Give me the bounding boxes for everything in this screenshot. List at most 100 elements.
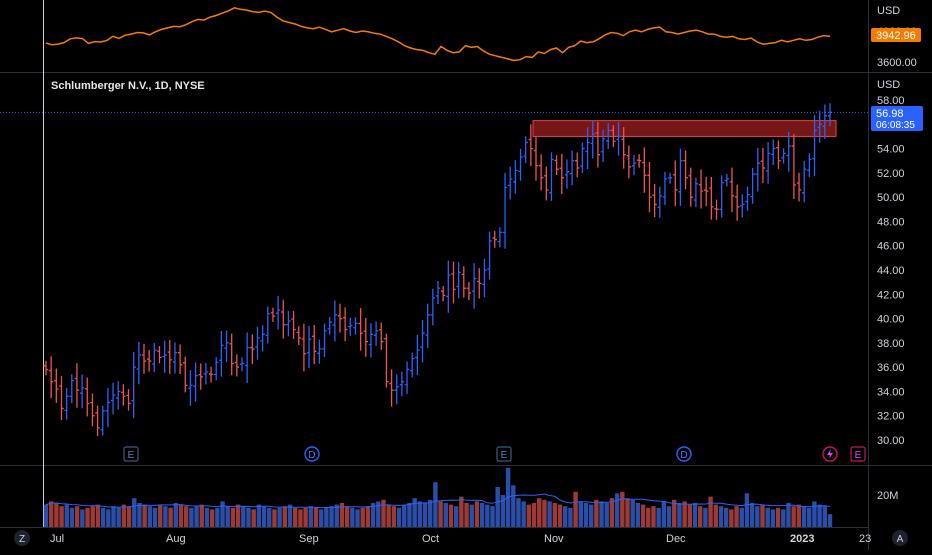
volume-bar bbox=[552, 503, 558, 527]
volume-bar bbox=[526, 504, 532, 527]
price-axis[interactable]: 58.0056.0054.0052.0050.0048.0046.0044.00… bbox=[877, 95, 905, 447]
volume-bar bbox=[111, 506, 116, 527]
volume-bar bbox=[801, 506, 807, 527]
volume-bar bbox=[178, 504, 184, 527]
volume-bar bbox=[59, 506, 64, 527]
spx-pane[interactable]: USD 4000.00 3942.96 3600.00 bbox=[45, 5, 921, 69]
earnings-marker-upcoming[interactable]: E bbox=[850, 446, 866, 462]
ohlc-bar bbox=[141, 343, 147, 374]
ohlc-bar bbox=[502, 173, 508, 249]
volume-bar bbox=[812, 501, 817, 527]
ohlc-bar bbox=[239, 357, 245, 372]
volume-bar bbox=[500, 495, 506, 527]
volume-pane[interactable]: 20M bbox=[43, 467, 899, 527]
svg-text:E: E bbox=[128, 450, 135, 461]
volume-ma-line bbox=[45, 493, 831, 509]
volume-bar bbox=[656, 507, 661, 527]
ohlc-bar bbox=[538, 154, 544, 191]
volume-bar bbox=[69, 507, 75, 527]
volume-bar bbox=[142, 504, 147, 527]
ohlc-bar bbox=[760, 147, 766, 184]
ohlc-bar bbox=[802, 161, 807, 203]
ohlc-bar bbox=[59, 375, 64, 421]
volume-bar bbox=[469, 504, 474, 527]
ohlc-bar bbox=[765, 142, 771, 184]
auto-scale-a[interactable]: A bbox=[897, 534, 904, 545]
ohlc-bar bbox=[621, 127, 626, 169]
volume-bar bbox=[594, 499, 599, 527]
ohlc-bar bbox=[203, 362, 209, 385]
volume-bar bbox=[749, 503, 755, 527]
ohlc-bar bbox=[518, 148, 523, 181]
volume-bar bbox=[272, 509, 277, 527]
volume-bar bbox=[557, 504, 563, 527]
volume-bar bbox=[204, 507, 210, 527]
dividend-marker[interactable]: D bbox=[676, 446, 692, 462]
volume-bar bbox=[614, 493, 620, 527]
ohlc-bar bbox=[569, 150, 575, 186]
ohlc-bar bbox=[255, 326, 260, 360]
resistance-zone[interactable] bbox=[532, 120, 837, 137]
event-markers[interactable]: E D E D E bbox=[123, 446, 866, 462]
ohlc-bar bbox=[79, 374, 85, 409]
ohlc-bar bbox=[229, 333, 234, 376]
volume-bar bbox=[718, 506, 724, 527]
ohlc-bar bbox=[172, 342, 178, 374]
ohlc-bar bbox=[657, 186, 662, 218]
earnings-marker[interactable]: E bbox=[496, 446, 512, 462]
ohlc-bar bbox=[673, 160, 678, 207]
ohlc-bar bbox=[296, 326, 301, 345]
volume-bar bbox=[246, 507, 251, 527]
ohlc-bar bbox=[146, 349, 152, 372]
ohlc-bar bbox=[822, 104, 828, 140]
split-lightning-icon[interactable] bbox=[822, 446, 838, 462]
earnings-marker[interactable]: E bbox=[123, 446, 139, 462]
price-tick-label: 44.00 bbox=[877, 265, 905, 277]
volume-bar bbox=[604, 503, 609, 527]
volume-bar bbox=[355, 509, 360, 527]
volume-bar bbox=[298, 509, 303, 527]
volume-bar bbox=[640, 504, 646, 527]
auto-scale-z[interactable]: Z bbox=[19, 534, 25, 545]
price-tick-label: 36.00 bbox=[877, 362, 905, 374]
volume-bar bbox=[54, 503, 59, 527]
volume-bar bbox=[225, 506, 230, 527]
ohlc-bar bbox=[600, 129, 606, 163]
ohlc-bar bbox=[368, 323, 374, 358]
ohlc-bar bbox=[177, 344, 183, 375]
ohlc-bar bbox=[776, 140, 781, 169]
ohlc-bar bbox=[110, 382, 116, 415]
price-pane[interactable]: Schlumberger N.V., 1D, NYSE USD 58.0056.… bbox=[0, 79, 923, 447]
time-axis[interactable]: Jul Aug Sep Oct Nov Dec 2023 bbox=[50, 533, 814, 545]
dividend-marker[interactable]: D bbox=[304, 446, 320, 462]
ohlc-bar bbox=[636, 154, 642, 168]
ohlc-bar bbox=[740, 194, 745, 218]
ohlc-bar bbox=[704, 176, 709, 207]
volume-bar bbox=[344, 506, 350, 527]
time-tick-label: Oct bbox=[422, 533, 439, 545]
ohlc-bar bbox=[729, 167, 735, 213]
price-tick-label: 34.00 bbox=[877, 386, 905, 398]
ohlc-bar bbox=[121, 384, 126, 406]
time-tick-label: Sep bbox=[299, 533, 319, 545]
ohlc-bar bbox=[606, 123, 611, 149]
volume-bar bbox=[490, 506, 495, 527]
price-tick-label: 52.00 bbox=[877, 168, 905, 180]
time-axis-corner-right[interactable]: A bbox=[892, 530, 908, 546]
volume-bar bbox=[168, 507, 173, 527]
volume-bar bbox=[106, 509, 111, 527]
ohlc-bar bbox=[90, 393, 95, 427]
ohlc-bar bbox=[631, 154, 637, 176]
price-tick-label: 38.00 bbox=[877, 338, 905, 350]
price-currency-label: USD bbox=[877, 79, 900, 91]
ohlc-bar bbox=[683, 150, 688, 190]
volume-bar bbox=[90, 506, 95, 527]
time-axis-corner-left[interactable]: Z bbox=[14, 530, 30, 546]
volume-bar bbox=[511, 485, 516, 527]
volume-bar bbox=[350, 507, 355, 527]
volume-bar bbox=[391, 506, 397, 527]
volume-bar bbox=[531, 503, 537, 527]
ohlc-bar bbox=[477, 268, 482, 299]
